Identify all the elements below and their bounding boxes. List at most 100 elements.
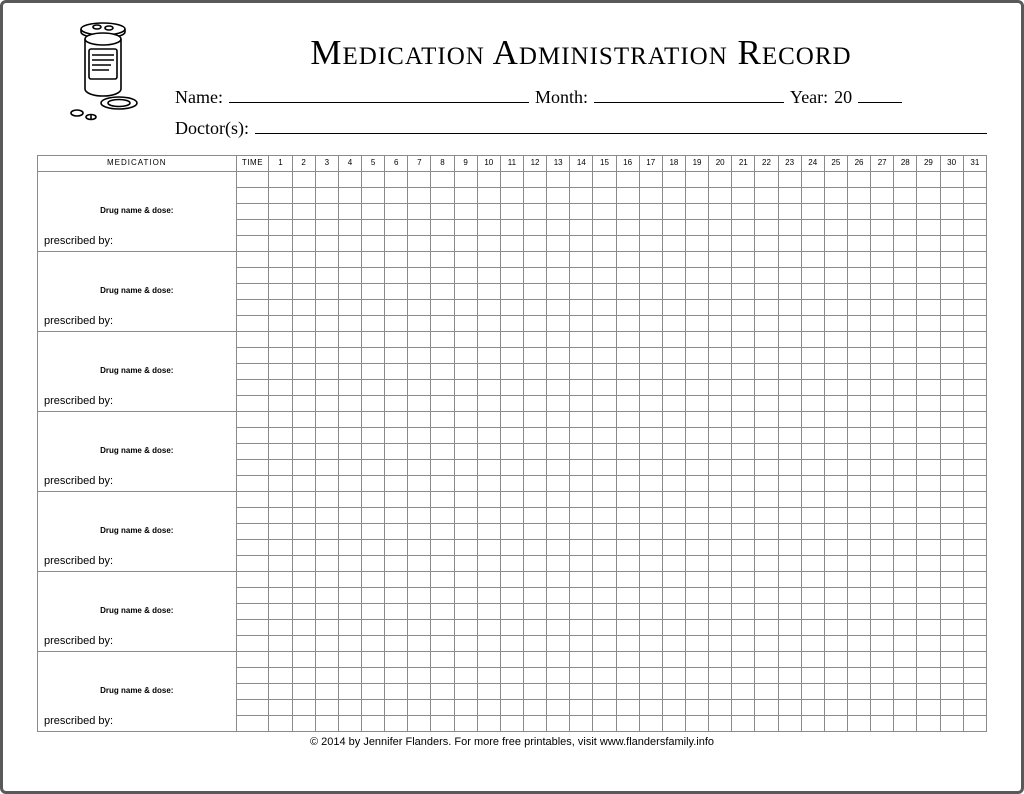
grid-cell[interactable] — [338, 587, 361, 603]
grid-cell[interactable] — [940, 475, 963, 491]
grid-cell[interactable] — [616, 299, 639, 315]
grid-cell[interactable] — [871, 603, 894, 619]
grid-cell[interactable] — [269, 411, 292, 427]
grid-cell[interactable] — [824, 235, 847, 251]
grid-cell[interactable] — [639, 187, 662, 203]
grid-cell[interactable] — [639, 235, 662, 251]
grid-cell[interactable] — [431, 555, 454, 571]
grid-cell[interactable] — [917, 315, 940, 331]
grid-cell[interactable] — [917, 667, 940, 683]
grid-cell[interactable] — [778, 667, 801, 683]
grid-cell[interactable] — [454, 171, 477, 187]
grid-cell[interactable] — [732, 283, 755, 299]
grid-cell[interactable] — [593, 347, 616, 363]
grid-cell[interactable] — [547, 667, 570, 683]
grid-cell[interactable] — [685, 491, 708, 507]
grid-cell[interactable] — [871, 459, 894, 475]
grid-cell[interactable] — [385, 443, 408, 459]
grid-cell[interactable] — [709, 203, 732, 219]
grid-cell[interactable] — [755, 331, 778, 347]
grid-cell[interactable] — [431, 219, 454, 235]
grid-cell[interactable] — [570, 491, 593, 507]
grid-cell[interactable] — [454, 603, 477, 619]
grid-cell[interactable] — [616, 539, 639, 555]
grid-cell[interactable] — [523, 187, 546, 203]
grid-cell[interactable] — [338, 635, 361, 651]
grid-cell[interactable] — [547, 283, 570, 299]
grid-cell[interactable] — [385, 491, 408, 507]
grid-cell[interactable] — [824, 443, 847, 459]
grid-cell[interactable] — [408, 427, 431, 443]
grid-cell[interactable] — [570, 379, 593, 395]
grid-cell[interactable] — [315, 363, 338, 379]
grid-cell[interactable] — [593, 283, 616, 299]
grid-cell[interactable] — [408, 571, 431, 587]
grid-cell[interactable] — [709, 315, 732, 331]
grid-cell[interactable] — [523, 635, 546, 651]
grid-cell[interactable] — [500, 571, 523, 587]
grid-cell[interactable] — [755, 459, 778, 475]
grid-cell[interactable] — [431, 539, 454, 555]
grid-cell[interactable] — [963, 571, 986, 587]
year-blank[interactable] — [858, 83, 902, 103]
grid-cell[interactable] — [685, 507, 708, 523]
grid-cell[interactable] — [662, 539, 685, 555]
grid-cell[interactable] — [385, 635, 408, 651]
grid-cell[interactable] — [385, 203, 408, 219]
grid-cell[interactable] — [940, 683, 963, 699]
grid-cell[interactable] — [755, 427, 778, 443]
grid-cell[interactable] — [801, 571, 824, 587]
grid-cell[interactable] — [362, 203, 385, 219]
grid-cell[interactable] — [269, 507, 292, 523]
grid-cell[interactable] — [894, 459, 917, 475]
grid-cell[interactable] — [871, 219, 894, 235]
grid-cell[interactable] — [963, 587, 986, 603]
grid-cell[interactable] — [408, 395, 431, 411]
grid-cell[interactable] — [639, 507, 662, 523]
grid-cell[interactable] — [963, 299, 986, 315]
grid-cell[interactable] — [477, 475, 500, 491]
grid-cell[interactable] — [547, 251, 570, 267]
grid-cell[interactable] — [408, 251, 431, 267]
grid-cell[interactable] — [662, 411, 685, 427]
grid-cell[interactable] — [685, 395, 708, 411]
grid-cell[interactable] — [408, 475, 431, 491]
time-cell[interactable] — [236, 491, 269, 507]
grid-cell[interactable] — [755, 571, 778, 587]
grid-cell[interactable] — [940, 603, 963, 619]
grid-cell[interactable] — [500, 363, 523, 379]
grid-cell[interactable] — [847, 523, 870, 539]
grid-cell[interactable] — [408, 667, 431, 683]
grid-cell[interactable] — [894, 203, 917, 219]
grid-cell[interactable] — [431, 427, 454, 443]
grid-cell[interactable] — [616, 395, 639, 411]
grid-cell[interactable] — [801, 347, 824, 363]
grid-cell[interactable] — [454, 491, 477, 507]
grid-cell[interactable] — [477, 283, 500, 299]
grid-cell[interactable] — [801, 507, 824, 523]
grid-cell[interactable] — [292, 411, 315, 427]
grid-cell[interactable] — [709, 555, 732, 571]
grid-cell[interactable] — [639, 667, 662, 683]
grid-cell[interactable] — [940, 491, 963, 507]
grid-cell[interactable] — [292, 187, 315, 203]
grid-cell[interactable] — [662, 651, 685, 667]
grid-cell[interactable] — [431, 187, 454, 203]
grid-cell[interactable] — [338, 235, 361, 251]
grid-cell[interactable] — [917, 379, 940, 395]
grid-cell[interactable] — [547, 635, 570, 651]
medication-cell[interactable]: Drug name & dose:prescribed by: — [38, 491, 237, 571]
grid-cell[interactable] — [362, 651, 385, 667]
grid-cell[interactable] — [963, 555, 986, 571]
grid-cell[interactable] — [315, 587, 338, 603]
grid-cell[interactable] — [755, 475, 778, 491]
grid-cell[interactable] — [685, 235, 708, 251]
grid-cell[interactable] — [454, 571, 477, 587]
grid-cell[interactable] — [269, 491, 292, 507]
grid-cell[interactable] — [292, 715, 315, 731]
grid-cell[interactable] — [917, 203, 940, 219]
grid-cell[interactable] — [778, 459, 801, 475]
grid-cell[interactable] — [894, 171, 917, 187]
grid-cell[interactable] — [871, 715, 894, 731]
grid-cell[interactable] — [454, 475, 477, 491]
